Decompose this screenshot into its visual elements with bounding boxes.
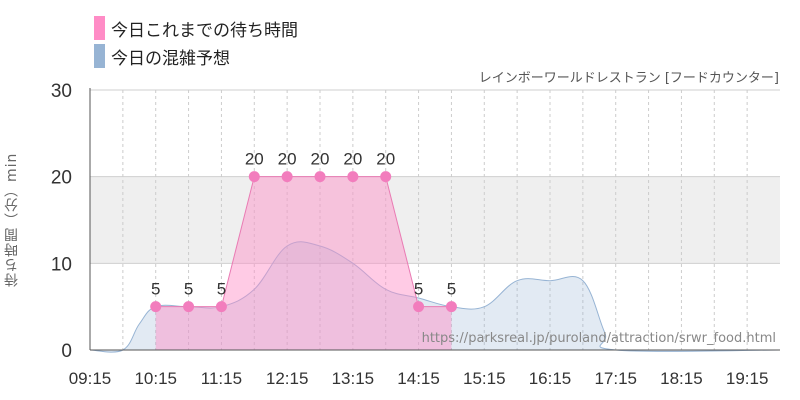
crowd-forecast-line <box>89 241 781 353</box>
shaded-band-layer <box>90 176 780 264</box>
data-labels-layer: 5 5 5 20 20 20 20 20 5 5 <box>151 150 456 299</box>
y-tick-label-20: 20 <box>51 168 72 189</box>
x-tick-label-1215: 12:15 <box>266 369 309 388</box>
data-label-3: 20 <box>245 150 264 169</box>
legend-label-wait-time: 今日これまでの待ち時間 <box>111 20 298 41</box>
crowd-forecast-area <box>90 241 780 353</box>
data-label-9: 5 <box>447 280 456 299</box>
wait-time-point-9 <box>445 301 457 313</box>
x-tick-label-1115: 11:15 <box>201 369 242 388</box>
x-tick-label-1315: 13:15 <box>332 369 375 388</box>
x-tick-label-1915: 19:15 <box>726 369 769 388</box>
wait-time-point-2 <box>215 301 227 313</box>
wait-time-line <box>155 176 452 308</box>
wait-time-point-0 <box>150 301 162 313</box>
x-tick-label-1515: 15:15 <box>463 369 506 388</box>
shaded-band-10-20 <box>90 176 780 264</box>
y-tick-label-30: 30 <box>51 81 72 102</box>
data-label-6: 20 <box>343 150 362 169</box>
data-label-7: 20 <box>376 150 395 169</box>
legend-label-crowd-forecast: 今日の混雑予想 <box>111 48 230 69</box>
legend-item-crowd-forecast[interactable]: 今日の混雑予想 <box>94 42 298 70</box>
wait-time-point-6 <box>347 171 359 183</box>
data-label-0: 5 <box>151 280 160 299</box>
wait-time-point-3 <box>248 171 260 183</box>
x-tick-label-1615: 16:15 <box>529 369 572 388</box>
legend: 今日これまでの待ち時間 今日の混雑予想 <box>94 14 298 70</box>
x-tick-label-1715: 17:15 <box>594 369 637 388</box>
x-tick-label-1015: 10:15 <box>134 369 177 388</box>
wait-time-point-1 <box>183 301 195 313</box>
y-tick-label-0: 0 <box>61 341 72 362</box>
x-tick-label-0915: 09:15 <box>69 369 112 388</box>
wait-time-point-4 <box>281 171 293 183</box>
wait-time-point-8 <box>413 301 425 313</box>
x-tick-label-1815: 18:15 <box>660 369 703 388</box>
data-label-4: 20 <box>278 150 297 169</box>
wait-time-layer <box>150 171 457 350</box>
wait-time-point-7 <box>380 171 392 183</box>
data-label-5: 20 <box>311 150 330 169</box>
legend-item-wait-time[interactable]: 今日これまでの待ち時間 <box>94 14 298 42</box>
y-tick-label-10: 10 <box>51 254 72 275</box>
data-label-1: 5 <box>184 280 193 299</box>
wait-time-point-5 <box>314 171 326 183</box>
axes-layer <box>89 88 780 351</box>
legend-swatch-wait-time <box>94 16 105 40</box>
crowd-forecast-layer <box>89 241 781 353</box>
watermark-url: https://parksreal.jp/puroland/attraction… <box>422 331 776 346</box>
x-tick-label-1415: 14:15 <box>397 369 440 388</box>
legend-swatch-crowd-forecast <box>94 44 105 68</box>
data-label-8: 5 <box>414 280 423 299</box>
chart-subtitle: レインボーワールドレストラン [フードカウンター] <box>478 71 779 86</box>
wait-time-area <box>155 176 452 350</box>
data-label-2: 5 <box>217 280 226 299</box>
tick-labels-layer: 0 10 20 30 09:15 10:15 11:15 12:15 13:15 14:15 15:… <box>51 81 769 388</box>
